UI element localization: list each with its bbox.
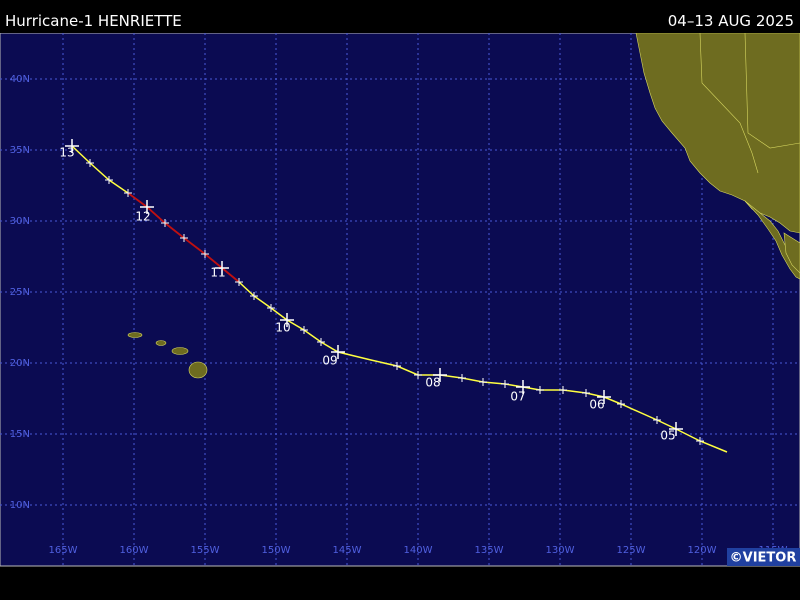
border-ca-nv bbox=[699, 33, 759, 174]
day-label: 13 bbox=[59, 146, 74, 160]
day-label: 11 bbox=[210, 266, 225, 280]
day-marker bbox=[669, 422, 683, 436]
lat-label: 35N bbox=[10, 145, 30, 156]
date-range: 04–13 AUG 2025 bbox=[667, 12, 794, 30]
track-tick bbox=[124, 189, 132, 197]
storm-title: Hurricane-1 HENRIETTE bbox=[5, 12, 182, 30]
track-tick bbox=[250, 292, 258, 300]
lon-label: 125W bbox=[617, 545, 646, 556]
grid bbox=[0, 33, 800, 566]
lon-label: 160W bbox=[120, 545, 149, 556]
credit-box bbox=[727, 548, 800, 566]
track-tick bbox=[414, 371, 422, 379]
day-marker bbox=[597, 390, 611, 404]
big-island bbox=[188, 361, 208, 379]
day-label: 08 bbox=[425, 376, 440, 390]
day-label: 09 bbox=[322, 354, 337, 368]
baja-california bbox=[744, 200, 800, 280]
lon-label: 130W bbox=[546, 545, 575, 556]
day-marker bbox=[516, 380, 530, 394]
track-tick bbox=[536, 386, 544, 394]
track-tick bbox=[180, 234, 188, 242]
map: 40N 35N 30N 25N 20N 15N 10N 165W 160W 155W 150W 145… bbox=[0, 33, 800, 567]
lat-label: 25N bbox=[10, 287, 30, 298]
track-tick bbox=[696, 437, 704, 445]
track-tick bbox=[479, 378, 487, 386]
track-tick bbox=[201, 250, 209, 258]
lon-label: 145W bbox=[333, 545, 362, 556]
track-tick bbox=[105, 176, 113, 184]
track-tick bbox=[393, 362, 401, 370]
lat-label: 20N bbox=[10, 358, 30, 369]
track-late bbox=[71, 145, 129, 194]
day-marker bbox=[65, 139, 79, 153]
track-tick bbox=[501, 380, 509, 388]
lat-label: 15N bbox=[10, 429, 30, 440]
maui bbox=[171, 347, 189, 355]
lon-label: 135W bbox=[475, 545, 504, 556]
day-label: 05 bbox=[660, 429, 675, 443]
track-tick bbox=[653, 416, 661, 424]
track-tick bbox=[458, 374, 466, 382]
state-borders bbox=[699, 33, 800, 174]
mexico-mainland bbox=[783, 232, 800, 274]
lat-label: 10N bbox=[10, 500, 30, 511]
track-tick bbox=[317, 338, 325, 346]
track-tick bbox=[235, 278, 243, 286]
lat-label: 30N bbox=[10, 216, 30, 227]
lon-label: 155W bbox=[191, 545, 220, 556]
day-label: 07 bbox=[510, 390, 525, 404]
day-marker bbox=[215, 261, 229, 275]
track-points bbox=[65, 139, 704, 445]
day-label: 06 bbox=[589, 398, 604, 412]
track-tick bbox=[86, 159, 94, 167]
kauai bbox=[127, 332, 143, 338]
track-tick bbox=[267, 304, 275, 312]
lon-label: 120W bbox=[688, 545, 717, 556]
lon-label: 150W bbox=[262, 545, 291, 556]
day-marker bbox=[331, 345, 345, 359]
credit: ©VIETOR bbox=[730, 551, 797, 566]
day-marker bbox=[433, 368, 447, 382]
day-marker bbox=[280, 313, 294, 327]
lon-label: 140W bbox=[404, 545, 433, 556]
land bbox=[127, 33, 800, 379]
day-label: 12 bbox=[135, 210, 150, 224]
track-tick bbox=[300, 326, 308, 334]
track-tick bbox=[582, 389, 590, 397]
north-america bbox=[635, 33, 800, 234]
border-nv-az bbox=[744, 33, 800, 149]
lon-label: 165W bbox=[49, 545, 78, 556]
lat-label: 40N bbox=[10, 74, 30, 85]
track-tick bbox=[161, 219, 169, 227]
oahu bbox=[155, 340, 167, 346]
track bbox=[238, 281, 728, 453]
track-tick bbox=[559, 386, 567, 394]
track-tick bbox=[617, 400, 625, 408]
day-marker bbox=[140, 200, 154, 214]
day-label: 10 bbox=[275, 321, 290, 335]
